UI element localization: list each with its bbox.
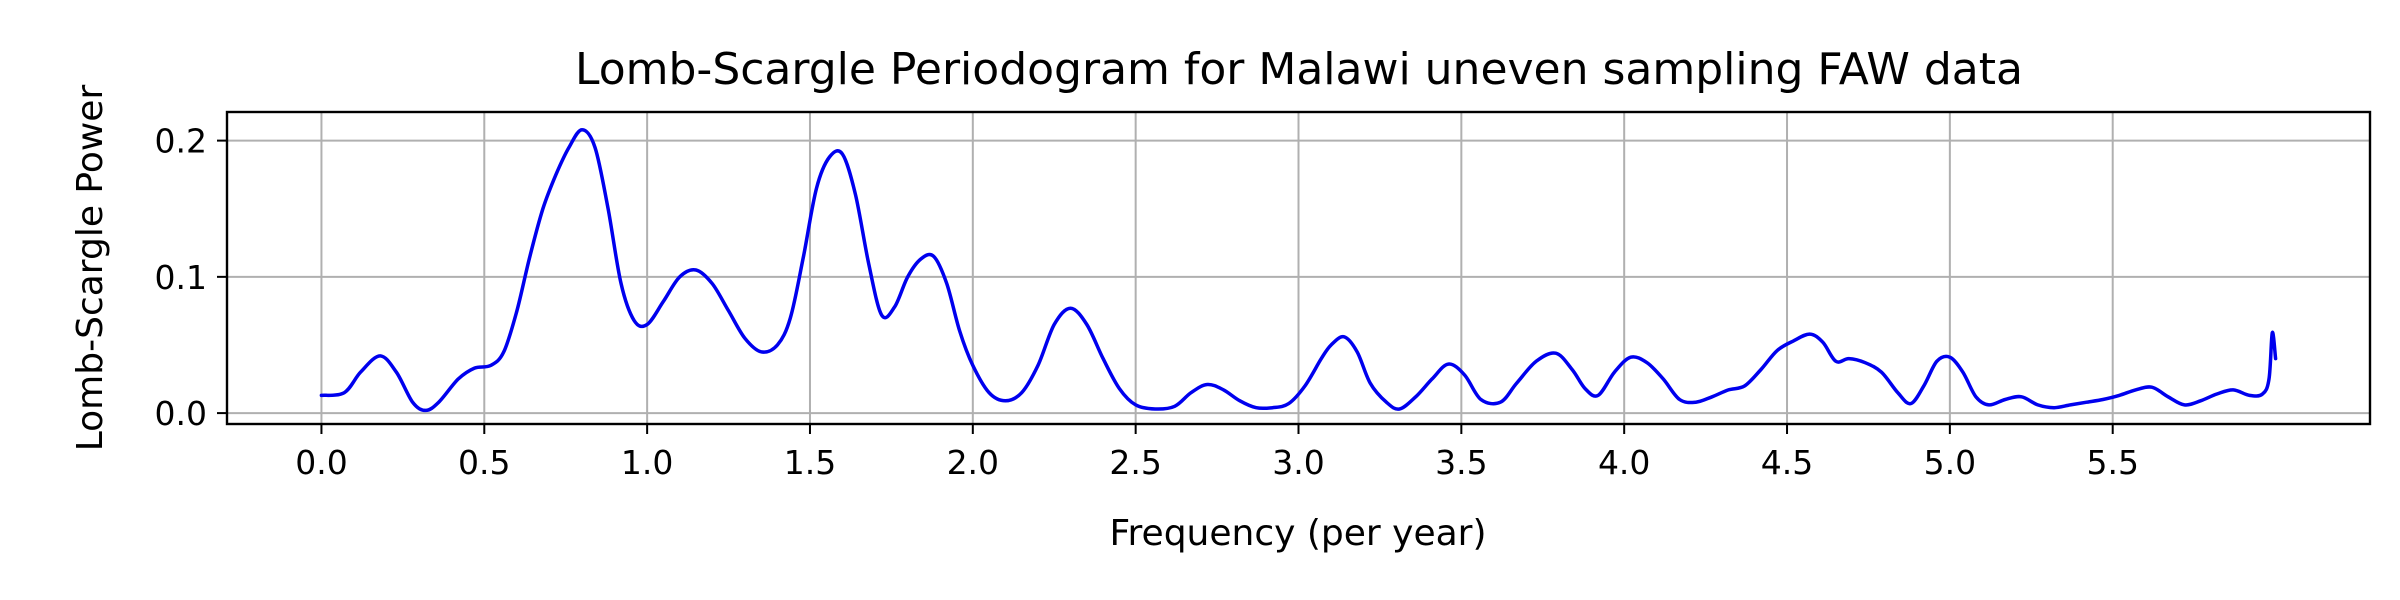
y-tick-label: 0.1 [155, 258, 207, 297]
x-tick-label: 0.0 [295, 443, 347, 482]
grid-layer [227, 112, 2370, 424]
x-tick-label: 3.0 [1272, 443, 1324, 482]
x-tick-label: 4.0 [1598, 443, 1650, 482]
x-tick-label: 5.5 [2086, 443, 2138, 482]
x-tick-label: 5.0 [1924, 443, 1976, 482]
x-tick-label: 1.0 [621, 443, 673, 482]
x-tick-label: 2.0 [947, 443, 999, 482]
x-tick-label: 1.5 [784, 443, 836, 482]
y-tick-label: 0.2 [155, 122, 207, 161]
x-axis-label: Frequency (per year) [1109, 513, 1486, 554]
x-tick-label: 3.5 [1435, 443, 1487, 482]
y-tick-label: 0.0 [155, 394, 207, 433]
x-tick-label: 0.5 [458, 443, 510, 482]
ticks-layer: 0.0 0.5 1.0 1.5 2.0 2.5 3.0 3.5 4.0 4.5 5.0 5.5 0.0 0… [155, 122, 2139, 482]
y-axis-label: Lomb-Scargle Power [70, 85, 111, 452]
series-layer [319, 127, 2278, 413]
x-tick-label: 4.5 [1761, 443, 1813, 482]
x-tick-label: 2.5 [1109, 443, 1161, 482]
chart-title: Lomb-Scargle Periodogram for Malawi unev… [575, 44, 2023, 95]
power-series-line [319, 127, 2278, 413]
